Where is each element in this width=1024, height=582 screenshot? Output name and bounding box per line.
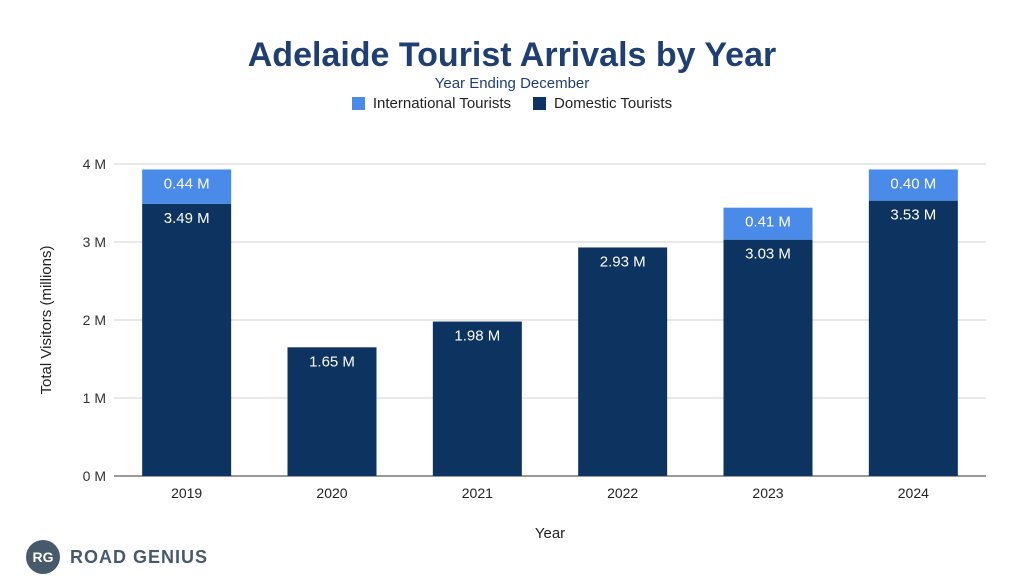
- bar-domestic: [142, 203, 232, 476]
- y-tick-label: 4 M: [83, 156, 106, 172]
- x-axis-label: Year: [535, 525, 565, 542]
- y-axis-label: Total Visitors (millions): [38, 246, 55, 395]
- bar-domestic: [287, 347, 377, 476]
- legend-label-domestic: Domestic Tourists: [554, 95, 673, 112]
- legend-item-international: International Tourists: [351, 95, 512, 112]
- y-tick-label: 1 M: [83, 390, 106, 406]
- y-tick-label: 0 M: [83, 468, 106, 484]
- data-label: 0.40 M: [890, 175, 936, 192]
- data-label: 0.44 M: [164, 175, 210, 192]
- bar-international: [723, 207, 813, 240]
- data-label: 3.03 M: [745, 246, 791, 263]
- logo-badge-icon: RG: [26, 540, 60, 574]
- x-tick-label: 2023: [752, 485, 783, 501]
- bar-domestic: [578, 247, 668, 476]
- bar-domestic: [868, 200, 958, 476]
- chart-subtitle: Year Ending December: [434, 75, 590, 92]
- data-label: 3.49 M: [164, 210, 210, 227]
- data-label: 1.65 M: [309, 353, 355, 370]
- bar-international: [868, 169, 958, 201]
- x-tick-label: 2020: [316, 485, 347, 501]
- x-tick-label: 2021: [462, 485, 493, 501]
- data-label: 0.41 M: [745, 214, 791, 231]
- bar-international: [142, 169, 232, 204]
- y-tick-label: 3 M: [83, 234, 106, 250]
- y-tick-label: 2 M: [83, 312, 106, 328]
- legend-swatch-domestic: [533, 97, 547, 110]
- legend-swatch-international: [351, 97, 365, 110]
- x-tick-label: 2019: [171, 485, 202, 501]
- bar-domestic: [432, 321, 522, 476]
- data-label: 2.93 M: [600, 253, 646, 270]
- data-label: 3.53 M: [890, 207, 936, 224]
- bar-domestic: [723, 239, 813, 476]
- legend: International Tourists Domestic Tourists: [0, 95, 1024, 112]
- logo-text: ROAD GENIUS: [70, 546, 209, 567]
- x-tick-label: 2024: [898, 485, 929, 501]
- brand-logo: RG ROAD GENIUS: [26, 540, 208, 574]
- legend-item-domestic: Domestic Tourists: [533, 95, 672, 112]
- chart-title: Adelaide Tourist Arrivals by Year: [247, 36, 777, 74]
- legend-label-international: International Tourists: [372, 95, 512, 112]
- data-label: 1.98 M: [454, 328, 500, 345]
- x-tick-label: 2022: [607, 485, 638, 501]
